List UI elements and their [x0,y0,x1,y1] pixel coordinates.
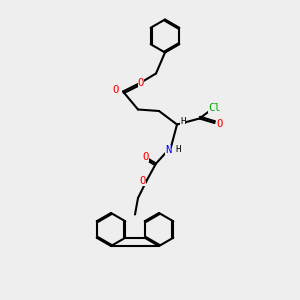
Text: H: H [176,146,181,154]
Text: O: O [142,152,148,163]
Text: Cl: Cl [208,103,221,113]
Text: H: H [180,117,186,126]
Text: O: O [138,77,144,88]
Text: N: N [165,145,171,155]
Text: O: O [112,85,118,95]
Text: O: O [216,119,222,130]
Text: O: O [140,176,146,187]
